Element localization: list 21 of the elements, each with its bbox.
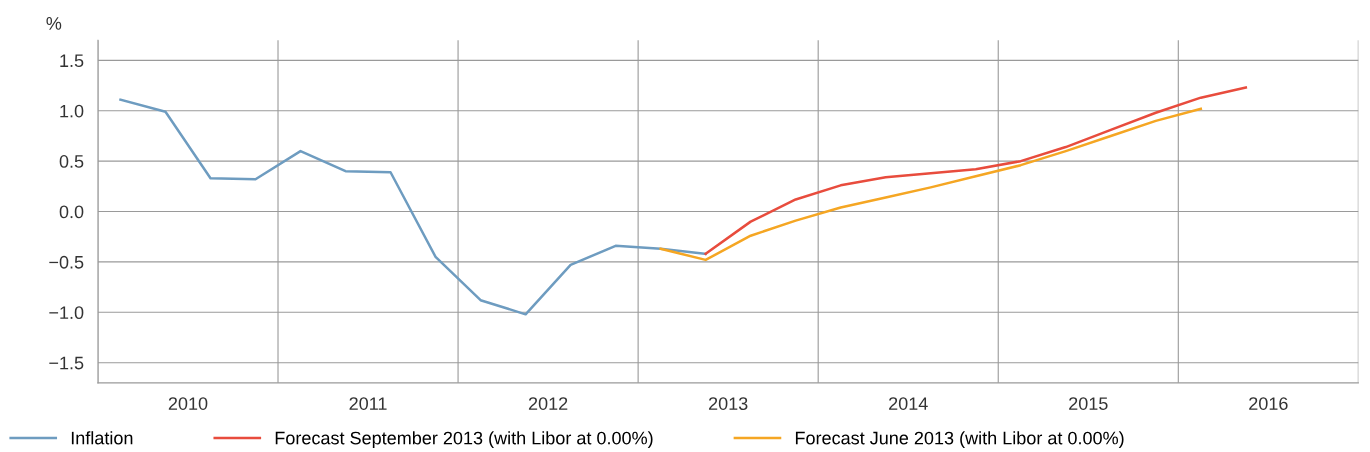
x-tick-label: 2014 — [889, 397, 928, 410]
legend-label: Forecast June 2013 (with Libor at 0.00%) — [795, 431, 1124, 448]
x-tick-label: 2016 — [1249, 397, 1288, 410]
legend-label: Forecast September 2013 (with Libor at 0.00%) — [275, 431, 653, 449]
x-tick-label: 2012 — [528, 397, 568, 410]
line-series — [659, 107, 1203, 262]
y-tick-label: −1.0 — [49, 306, 84, 320]
x-tick-label: 2013 — [708, 397, 748, 410]
x-tick-label: 2015 — [1069, 397, 1108, 410]
x-tick-label: 2010 — [168, 397, 208, 410]
line-series — [704, 86, 1248, 256]
y-tick-label: 1.5 — [60, 54, 84, 68]
legend-label: Inflation — [71, 431, 133, 445]
y-tick-label: 1.0 — [60, 104, 84, 118]
y-tick-label: 0.0 — [59, 205, 84, 219]
x-tick-label: 2011 — [349, 397, 387, 410]
y-tick-label: 0.5 — [59, 155, 84, 168]
y-tick-label: −0.5 — [49, 255, 84, 269]
y-axis-title: % — [46, 17, 62, 30]
y-tick-label: −1.5 — [49, 356, 84, 370]
line-series — [119, 98, 707, 316]
